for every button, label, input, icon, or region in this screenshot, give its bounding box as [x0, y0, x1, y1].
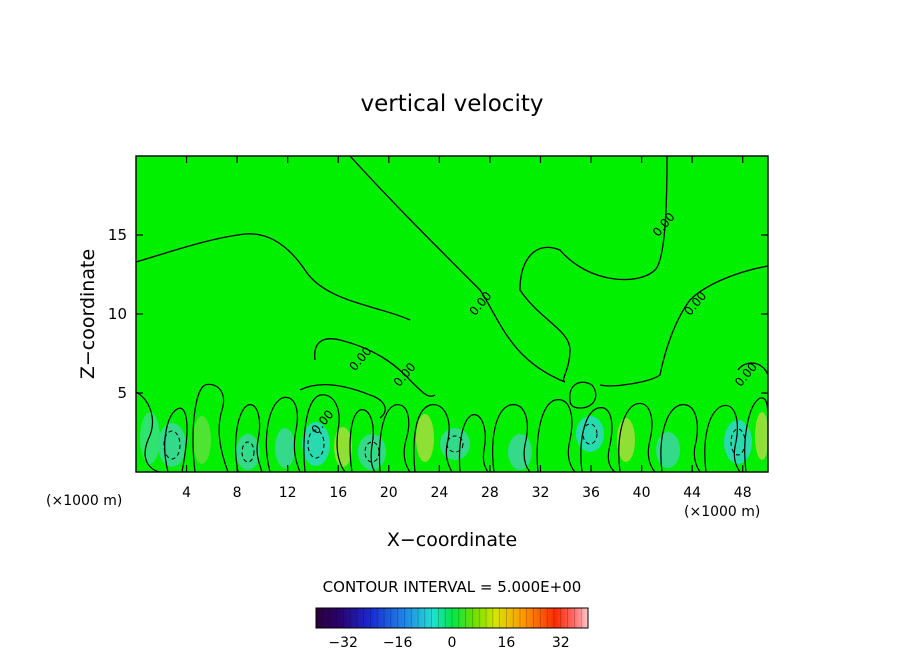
y-axis-ticks: 5 10 15	[108, 226, 768, 402]
x-tick-label: 40	[633, 485, 651, 501]
x-tick-label: 24	[430, 485, 448, 501]
colorbar-tick-label: −32	[328, 635, 358, 651]
y-tick-label: 10	[108, 305, 127, 323]
plot-background	[136, 156, 768, 472]
chart-title: vertical velocity	[361, 91, 544, 117]
x-tick-label: 28	[481, 485, 499, 501]
x-tick-label: 20	[380, 485, 398, 501]
x-tick-label: 12	[279, 485, 297, 501]
x-unit-left: (×1000 m)	[46, 493, 122, 509]
negative-contours	[163, 423, 746, 463]
colorbar-segments	[322, 608, 582, 628]
colorbar-ticks: −32 −16 0 16 32	[328, 635, 569, 651]
x-tick-label: 16	[329, 485, 347, 501]
colorbar-fill	[316, 608, 588, 628]
x-tick-label: 32	[532, 485, 550, 501]
colorbar: −32 −16 0 16 32	[315, 607, 589, 651]
x-tick-label: 8	[233, 485, 242, 501]
y-tick-label: 15	[108, 226, 127, 244]
contour-lines	[136, 156, 768, 397]
colorbar-tick-label: 0	[448, 635, 457, 651]
x-axis-label: X−coordinate	[387, 529, 517, 551]
colorbar-tick-label: 32	[552, 635, 570, 651]
x-tick-label: 44	[683, 485, 701, 501]
colorbar-frame	[315, 607, 589, 629]
y-axis-label: Z−coordinate	[77, 249, 99, 379]
y-tick-label: 5	[117, 384, 127, 402]
x-unit-right: (×1000 m)	[684, 504, 760, 520]
colorbar-tick-label: −16	[383, 635, 413, 651]
x-tick-label: 4	[182, 485, 191, 501]
x-tick-label: 48	[734, 485, 752, 501]
x-axis-ticks: 4 8 12 16 20 24 28 32 36 40 44 48	[182, 156, 752, 501]
colorbar-tick-label: 16	[497, 635, 515, 651]
contour-interval-text: CONTOUR INTERVAL = 5.000E+00	[323, 578, 582, 596]
x-tick-label: 36	[582, 485, 600, 501]
plot-area: 0.000.000.000.000.000.000.00 4 8 12 16 20 24 2…	[108, 155, 769, 501]
